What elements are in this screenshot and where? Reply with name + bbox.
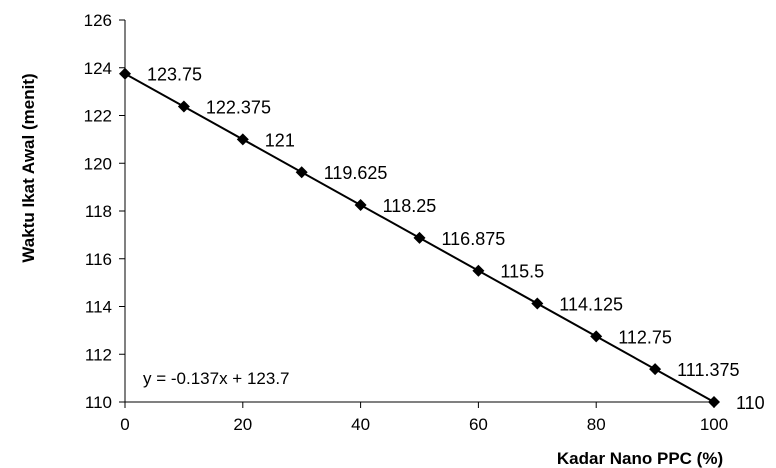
x-tick-label: 80 <box>587 415 606 434</box>
axes <box>119 19 715 408</box>
y-tick-label: 118 <box>85 202 112 221</box>
data-point <box>236 133 249 146</box>
data-label: 121 <box>265 130 295 150</box>
x-tick-label: 0 <box>120 415 129 434</box>
x-tick-label: 100 <box>700 415 728 434</box>
data-label: 122.375 <box>206 98 271 118</box>
data-label: 118.25 <box>383 196 437 216</box>
data-label: 110 <box>736 393 765 413</box>
data-label: 112.75 <box>618 327 672 347</box>
data-points <box>119 67 720 408</box>
data-point <box>354 199 367 212</box>
y-tick-label: 116 <box>85 250 112 269</box>
y-tick-label: 126 <box>84 11 112 30</box>
data-point <box>649 363 662 376</box>
data-point <box>413 231 426 244</box>
data-label: 114.125 <box>559 295 623 315</box>
y-tick-label: 120 <box>84 154 112 173</box>
data-label: 111.375 <box>677 360 739 380</box>
data-point <box>708 396 720 408</box>
x-tick-label: 60 <box>469 415 488 434</box>
y-tick-label: 122 <box>84 107 112 126</box>
data-label: 115.5 <box>500 262 544 282</box>
data-point <box>119 67 131 80</box>
y-tick-label: 114 <box>85 298 112 317</box>
data-point <box>472 264 485 277</box>
tick-labels: 110 112 114 116 118 120 122 124 126 0 20 40 60 80 100 <box>84 11 729 434</box>
y-tick-label: 110 <box>85 393 112 412</box>
x-axis-title: Kadar Nano PPC (%) <box>557 449 723 468</box>
data-label: 119.625 <box>324 163 388 183</box>
data-label: 116.875 <box>442 229 506 249</box>
data-label: 123.75 <box>147 65 202 85</box>
data-point <box>590 330 603 343</box>
y-axis-title: Waktu Ikat Awal (menit) <box>19 73 38 262</box>
data-point <box>295 166 308 179</box>
data-point <box>177 100 190 113</box>
trendline-equation: y = -0.137x + 123.7 <box>143 369 290 388</box>
y-tick-label: 112 <box>85 345 112 364</box>
x-tick-label: 40 <box>351 415 370 434</box>
x-tick-label: 20 <box>233 415 252 434</box>
data-point <box>531 297 544 310</box>
y-tick-label: 124 <box>84 59 112 78</box>
